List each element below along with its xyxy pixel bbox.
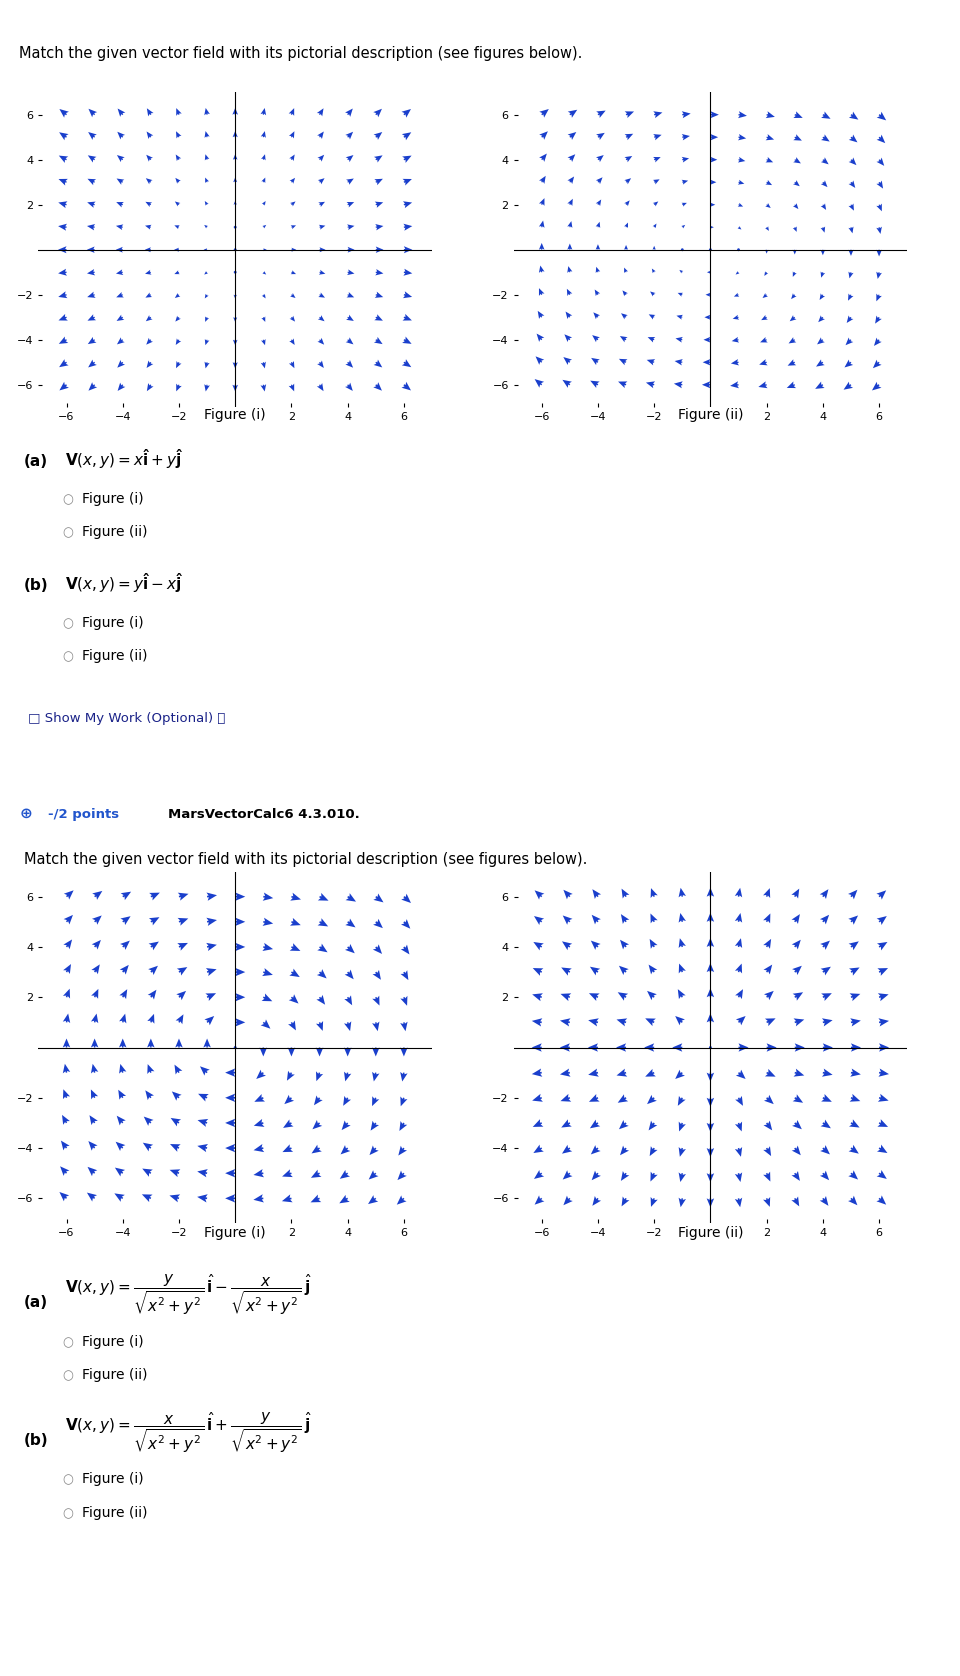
Text: (b): (b): [24, 1433, 49, 1448]
Text: Figure (i): Figure (i): [82, 615, 143, 630]
Text: ○: ○: [62, 1473, 73, 1487]
Text: ○: ○: [62, 617, 73, 630]
Text: $\mathbf{V}(x, y) = \dfrac{y}{\sqrt{x^2+y^2}}\,\hat{\mathbf{i}} - \dfrac{x}{\sqr: $\mathbf{V}(x, y) = \dfrac{y}{\sqrt{x^2+…: [65, 1274, 313, 1317]
Text: Match the given vector field with its pictorial description (see figures below).: Match the given vector field with its pi…: [19, 47, 583, 60]
Text: $\mathbf{V}(x, y) = y\mathbf{\hat{i}} - x\mathbf{\hat{j}}$: $\mathbf{V}(x, y) = y\mathbf{\hat{i}} - …: [65, 572, 183, 595]
Text: -/2 points: -/2 points: [48, 808, 119, 821]
Text: ○: ○: [62, 1336, 73, 1349]
Text: ○: ○: [62, 1507, 73, 1520]
Text: Figure (i): Figure (i): [204, 1225, 266, 1240]
Text: ○: ○: [62, 526, 73, 540]
Text: Figure (ii): Figure (ii): [82, 1505, 147, 1520]
Text: (a): (a): [24, 1296, 48, 1311]
Text: □ Show My Work (Optional) ⓘ: □ Show My Work (Optional) ⓘ: [28, 712, 226, 724]
Text: Figure (ii): Figure (ii): [82, 525, 147, 540]
Text: Figure (i): Figure (i): [82, 1334, 143, 1349]
Text: Figure (ii): Figure (ii): [82, 649, 147, 664]
Text: Figure (i): Figure (i): [82, 1472, 143, 1487]
Text: Figure (ii): Figure (ii): [82, 1368, 147, 1383]
Text: ○: ○: [62, 650, 73, 664]
Text: MarsVectorCalc6 4.3.010.: MarsVectorCalc6 4.3.010.: [168, 808, 360, 821]
Text: ○: ○: [62, 493, 73, 506]
Text: (b): (b): [24, 578, 49, 593]
Text: $\mathbf{V}(x, y) = \dfrac{x}{\sqrt{x^2+y^2}}\,\hat{\mathbf{i}} + \dfrac{y}{\sqr: $\mathbf{V}(x, y) = \dfrac{x}{\sqrt{x^2+…: [65, 1411, 313, 1455]
Text: Figure (ii): Figure (ii): [678, 1225, 743, 1240]
Text: Figure (ii): Figure (ii): [678, 407, 743, 422]
Text: Match the given vector field with its pictorial description (see figures below).: Match the given vector field with its pi…: [24, 853, 588, 866]
Text: ○: ○: [62, 1369, 73, 1383]
Text: Figure (i): Figure (i): [204, 407, 266, 422]
Text: ⊕: ⊕: [19, 806, 32, 821]
Text: (a): (a): [24, 454, 48, 469]
Text: $\mathbf{V}(x, y) = x\mathbf{\hat{i}} + y\mathbf{\hat{j}}$: $\mathbf{V}(x, y) = x\mathbf{\hat{i}} + …: [65, 447, 183, 471]
Text: Figure (i): Figure (i): [82, 491, 143, 506]
